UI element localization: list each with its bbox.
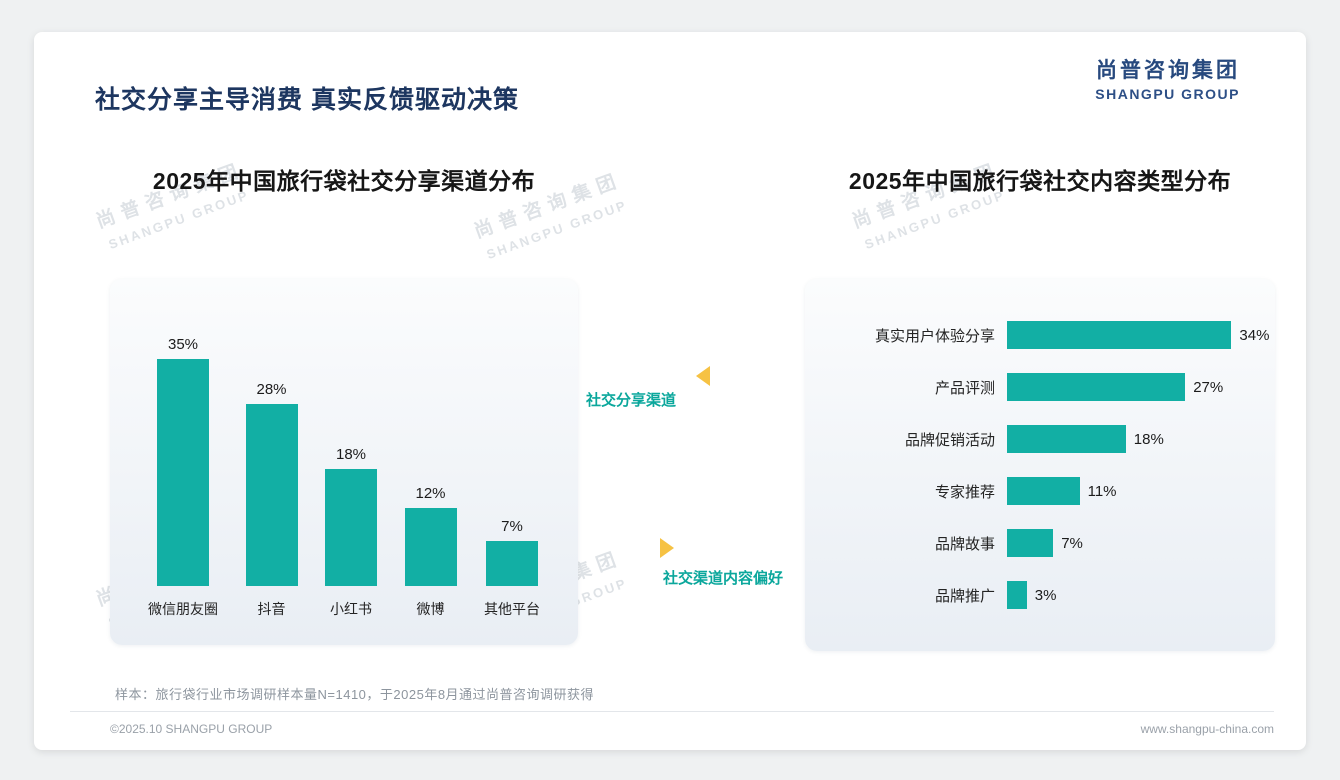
bar <box>325 469 377 586</box>
footer-website: www.shangpu-china.com <box>1140 722 1274 736</box>
channel-bar-chart: 35% 微信朋友圈 28% 抖音 18% 小红书 12% 微博 7% 其他平台 <box>148 307 540 618</box>
bar-value-label: 27% <box>1193 378 1224 396</box>
bar-group: 35% 微信朋友圈 <box>148 336 218 618</box>
bar-group: 7% 其他平台 <box>484 518 540 618</box>
arrow-right-icon <box>660 538 674 558</box>
logo-chinese-name: 尚普咨询集团 <box>1096 59 1240 82</box>
footer: ©2025.10 SHANGPU GROUP www.shangpu-china… <box>70 711 1274 736</box>
bar-group: 12% 微博 <box>404 485 457 617</box>
bar <box>157 358 209 586</box>
bar-value-label: 11% <box>1087 482 1117 500</box>
bar-category-label: 品牌促销活动 <box>904 431 995 449</box>
annotation-content-preference-label: 社交渠道内容偏好 <box>663 570 784 587</box>
sample-note: 样本：旅行袋行业市场调研样本量N=1410，于2025年8月通过尚普咨询调研获得 <box>115 687 595 702</box>
bar-value-label: 3% <box>1034 586 1057 604</box>
bar <box>404 508 457 586</box>
bar-value-label: 18% <box>1133 430 1164 448</box>
bar-value-label: 35% <box>167 335 199 353</box>
channel-chart-panel: 35% 微信朋友圈 28% 抖音 18% 小红书 12% 微博 7% 其他平台 <box>110 279 578 645</box>
bar-category-label: 产品评测 <box>934 379 995 397</box>
logo-english-name: SHANGPU GROUP <box>1095 86 1240 102</box>
bar-value-label: 7% <box>501 517 523 535</box>
bar-group: 18% 小红书 <box>325 446 377 617</box>
bar-category-label: 专家推荐 <box>934 483 995 501</box>
bar <box>1007 581 1027 609</box>
bar-category-label: 其他平台 <box>484 601 540 617</box>
watermark-en: SHANGPU GROUP <box>484 196 630 262</box>
content-type-chart-panel: 真实用户体验分享 34% 产品评测 27% 品牌促销活动 18% 专家推荐 11% 品牌故事 7%… <box>805 279 1275 651</box>
bar <box>486 540 538 586</box>
bar-row: 品牌故事 7% <box>805 529 1275 557</box>
bar-group: 28% 抖音 <box>245 381 298 617</box>
bar <box>1007 477 1080 505</box>
company-logo: 尚普咨询集团 SHANGPU GROUP <box>1095 54 1240 102</box>
page-title: 社交分享主导消费 真实反馈驱动决策 <box>95 86 519 114</box>
bar <box>245 404 298 586</box>
bar-value-label: 12% <box>415 485 446 502</box>
bar-category-label: 小红书 <box>330 601 372 617</box>
right-chart-title: 2025年中国旅行袋社交内容类型分布 <box>848 168 1232 194</box>
bar-category-label: 微信朋友圈 <box>148 601 218 617</box>
bar-category-label: 微博 <box>416 601 445 617</box>
bar-value-label: 28% <box>256 381 287 398</box>
bar <box>1007 529 1054 557</box>
bar <box>1007 373 1186 401</box>
bar-row: 品牌推广 3% <box>805 581 1275 609</box>
slide: 社交分享主导消费 真实反馈驱动决策 尚普咨询集团 SHANGPU GROUP 尚… <box>34 32 1306 750</box>
footer-copyright: ©2025.10 SHANGPU GROUP <box>110 722 273 736</box>
bar-row: 品牌促销活动 18% <box>805 425 1275 453</box>
bar-value-label: 7% <box>1061 534 1083 552</box>
bar-value-label: 18% <box>335 446 367 463</box>
arrow-left-icon <box>696 366 710 386</box>
left-chart-title: 2025年中国旅行袋社交分享渠道分布 <box>152 168 536 194</box>
bar <box>1007 425 1126 453</box>
bar-category-label: 品牌故事 <box>934 535 995 553</box>
bar-category-label: 真实用户体验分享 <box>874 327 995 345</box>
bar-row: 专家推荐 11% <box>805 477 1275 505</box>
bar <box>1007 321 1232 349</box>
bar-row: 真实用户体验分享 34% <box>805 321 1275 349</box>
bar-row: 产品评测 27% <box>805 373 1275 401</box>
bar-category-label: 品牌推广 <box>934 587 995 605</box>
bar-category-label: 抖音 <box>257 601 286 617</box>
bar-value-label: 34% <box>1239 326 1270 344</box>
annotation-share-channels-label: 社交分享渠道 <box>586 392 677 409</box>
content-type-bar-chart: 真实用户体验分享 34% 产品评测 27% 品牌促销活动 18% 专家推荐 11% 品牌故事 7%… <box>805 297 1275 633</box>
